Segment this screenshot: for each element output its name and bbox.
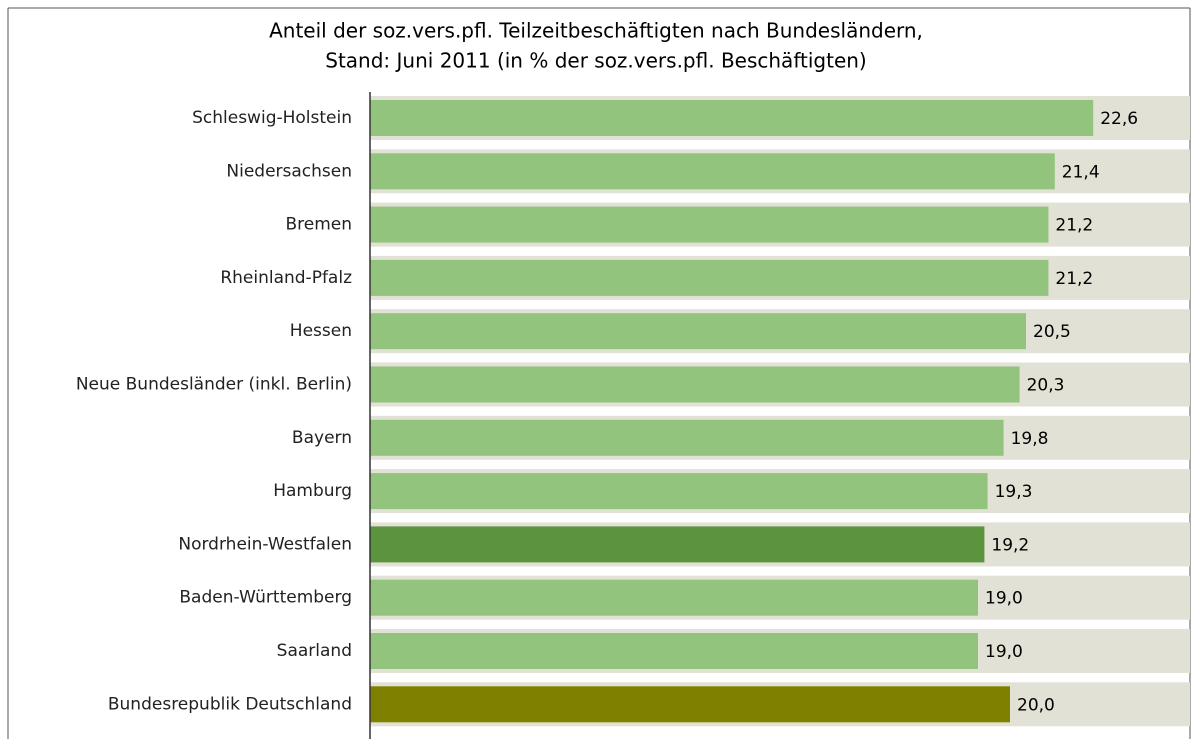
value-label: 19,2 [991,535,1029,555]
y-tick-label: Schleswig-Holstein [192,108,352,128]
value-label: 21,2 [1055,216,1093,236]
y-tick-label: Hessen [290,321,352,341]
value-label: 21,2 [1055,269,1093,289]
bar [370,259,1049,296]
bar [370,526,985,563]
bar [370,633,978,669]
value-label: 19,0 [985,642,1023,662]
bar [370,686,1010,723]
value-label: 19,3 [995,482,1033,502]
y-tick-label: Neue Bundesländer (inkl. Berlin) [76,375,352,395]
y-tick-label: Hamburg [273,481,352,501]
bar [370,366,1020,403]
bar [370,153,1055,190]
value-label: 20,3 [1027,376,1065,396]
bar [370,206,1049,243]
y-tick-label: Bayern [292,428,352,448]
y-tick-label: Niedersachsen [226,161,352,181]
value-label: 20,5 [1033,322,1071,342]
chart-title: Anteil der soz.vers.pfl. Teilzeitbeschäf… [269,19,923,43]
bar [370,419,1004,456]
y-tick-label: Bremen [285,215,352,235]
value-label: 19,0 [985,589,1023,609]
y-tick-label: Rheinland-Pfalz [220,268,352,288]
value-label: 20,0 [1017,695,1055,715]
y-tick-label: Saarland [277,641,352,661]
bar [370,473,988,510]
chart-title: Stand: Juni 2011 (in % der soz.vers.pfl.… [325,49,866,73]
y-tick-label: Nordrhein-Westfalen [178,534,352,554]
value-label: 22,6 [1100,109,1138,129]
value-label: 19,8 [1011,429,1049,449]
y-tick-label: Bundesrepublik Deutschland [108,694,352,714]
value-label: 21,4 [1062,162,1100,182]
bar [370,579,978,616]
bar [370,100,1094,136]
y-tick-label: Baden-Württemberg [179,588,352,608]
bar [370,313,1026,350]
